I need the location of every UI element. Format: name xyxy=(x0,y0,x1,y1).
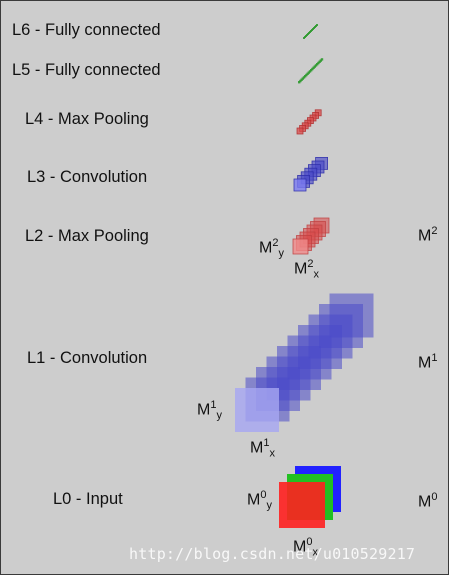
layer-label-l3: L3 - Convolution xyxy=(27,168,148,186)
l5-fc-map xyxy=(311,67,314,71)
watermark: http://blog.csdn.net/u010529217 xyxy=(129,545,416,563)
map-label-m2-x: M2x xyxy=(294,258,319,281)
map-label-m1-x: M1x xyxy=(250,437,275,460)
map-label-m0-x: M0x xyxy=(293,536,318,559)
map-label-m1: M1 xyxy=(418,352,438,372)
map-label-m0: M0 xyxy=(418,491,438,511)
l3-conv-map xyxy=(293,178,307,192)
l5-fc-map xyxy=(310,69,313,72)
map-label-m2-y: M2y xyxy=(259,237,284,260)
map-label-m2: M2 xyxy=(418,225,438,245)
l5-fc-map xyxy=(298,81,301,84)
l5-fc-map xyxy=(316,63,319,66)
layer-label-l5: L5 - Fully connected xyxy=(12,61,161,79)
layer-label-l4: L4 - Max Pooling xyxy=(25,110,149,128)
layer-label-l0: L0 - Input xyxy=(53,490,123,508)
map-label-m1-y: M1y xyxy=(197,399,222,422)
l5-fc-map xyxy=(317,61,320,65)
l5-fc-map xyxy=(308,70,312,73)
l2-pool-map xyxy=(292,238,309,255)
l5-fc-map xyxy=(305,73,308,77)
l1-conv-map xyxy=(235,388,279,432)
input-red-channel xyxy=(279,482,325,528)
l4-pool-map xyxy=(296,127,304,135)
layer-label-l6: L6 - Fully connected xyxy=(12,21,161,39)
layer-label-l1: L1 - Convolution xyxy=(27,349,148,367)
l5-fc-map xyxy=(314,64,318,67)
l6-fc-map xyxy=(303,37,305,39)
l5-fc-map xyxy=(302,76,306,79)
layer-label-l2: L2 - Max Pooling xyxy=(25,227,149,245)
l5-fc-map xyxy=(299,79,302,83)
l5-fc-map xyxy=(304,75,307,78)
map-label-m0-y: M0y xyxy=(247,489,272,512)
